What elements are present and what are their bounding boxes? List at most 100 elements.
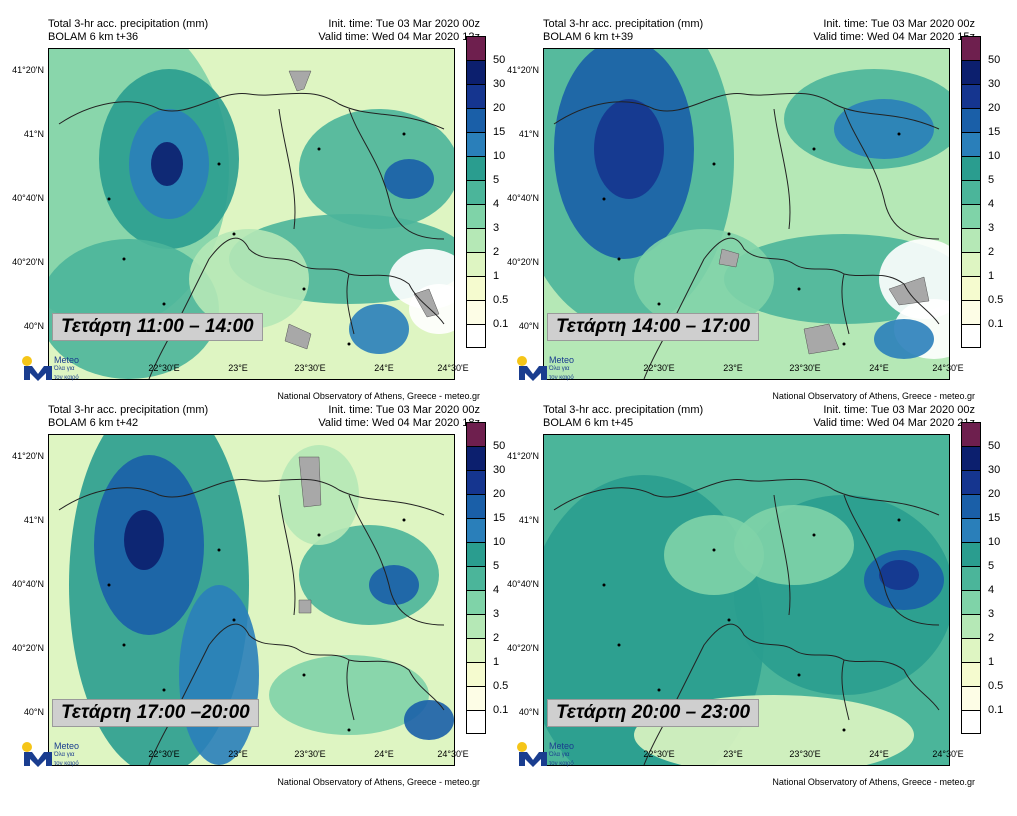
legend-label: 5 bbox=[988, 560, 995, 572]
legend-label: 15 bbox=[988, 512, 1001, 524]
legend-label: 0.1 bbox=[493, 704, 509, 716]
city-dot bbox=[617, 643, 621, 647]
city-dot bbox=[617, 257, 621, 261]
precip-area bbox=[404, 700, 454, 740]
legend-label: 1 bbox=[493, 270, 500, 282]
city-dot bbox=[602, 197, 606, 201]
panel-times: Init. time: Tue 03 Mar 2020 00z Valid tim… bbox=[318, 404, 480, 429]
meteo-logo: Meteo Όλα για τον καιρό bbox=[22, 742, 112, 772]
meteo-logo: Meteo Όλα για τον καιρό bbox=[517, 356, 607, 386]
panel-times: Init. time: Tue 03 Mar 2020 00z Valid tim… bbox=[318, 18, 480, 43]
lon-tick-label: 22°30'E bbox=[148, 363, 180, 373]
panel-times: Init. time: Tue 03 Mar 2020 00z Valid tim… bbox=[813, 18, 975, 43]
legend-label: 3 bbox=[493, 608, 500, 620]
legend-label: 15 bbox=[988, 126, 1001, 138]
city-dot bbox=[302, 673, 306, 677]
legend-swatch: 0.1 bbox=[961, 318, 1003, 348]
lon-tick-label: 24°E bbox=[374, 363, 394, 373]
city-dot bbox=[712, 162, 716, 166]
lat-tick-label: 40°N bbox=[518, 321, 539, 331]
lon-tick-label: 22°30'E bbox=[148, 749, 180, 759]
legend-swatch: 0.1 bbox=[466, 318, 508, 348]
logo-tagline: τον καιρό bbox=[549, 375, 574, 381]
legend-swatch: 15 bbox=[466, 512, 505, 542]
legend-swatch: 10 bbox=[961, 150, 1000, 180]
no-data-area bbox=[803, 323, 840, 355]
legend-label: 0.5 bbox=[493, 680, 509, 692]
city-dot bbox=[712, 548, 716, 552]
map-panel-1: Total 3-hr acc. precipitation (mm) BOLAM … bbox=[12, 18, 508, 413]
logo-tagline: Όλα για bbox=[54, 366, 75, 372]
meteo-logo-text: Meteo Όλα για τον καιρό bbox=[54, 742, 79, 769]
city-dot bbox=[217, 548, 221, 552]
precipitation-legend: 50 30 20 15 10 5 4 3 2 1 0.5 0.1 bbox=[466, 36, 508, 348]
legend-label: 0.5 bbox=[493, 294, 509, 306]
city-dot bbox=[842, 342, 846, 346]
legend-label: 30 bbox=[988, 78, 1001, 90]
lon-tick-label: 23°E bbox=[228, 363, 248, 373]
legend-label: 0.5 bbox=[988, 680, 1004, 692]
city-dot bbox=[842, 728, 846, 732]
legend-label: 3 bbox=[988, 608, 995, 620]
legend-swatch: 15 bbox=[466, 126, 505, 156]
legend-swatch: 20 bbox=[961, 488, 1000, 518]
lon-tick-label: 22°30'E bbox=[643, 363, 675, 373]
legend-swatch: 30 bbox=[466, 78, 505, 108]
city-dot bbox=[347, 342, 351, 346]
legend-label: 20 bbox=[988, 102, 1001, 114]
lat-tick-label: 40°20'N bbox=[12, 257, 44, 267]
precipitation-legend: 50 30 20 15 10 5 4 3 2 1 0.5 0.1 bbox=[961, 422, 1003, 734]
no-data-area bbox=[288, 70, 312, 92]
legend-label: 4 bbox=[988, 198, 995, 210]
logo-tagline: τον καιρό bbox=[549, 761, 574, 767]
no-data-area bbox=[413, 288, 440, 318]
precip-area bbox=[594, 99, 664, 199]
legend-label: 0.1 bbox=[493, 318, 509, 330]
legend-swatch bbox=[961, 36, 981, 60]
legend-label: 30 bbox=[493, 464, 506, 476]
legend-label: 50 bbox=[493, 54, 506, 66]
map-panel-3: Total 3-hr acc. precipitation (mm) BOLAM … bbox=[12, 404, 508, 799]
city-dot bbox=[402, 132, 406, 136]
precip-area bbox=[734, 505, 854, 585]
legend-label: 15 bbox=[493, 512, 506, 524]
panel-title: Total 3-hr acc. precipitation (mm) BOLAM … bbox=[543, 18, 704, 43]
legend-label: 3 bbox=[988, 222, 995, 234]
city-dot bbox=[232, 618, 236, 622]
legend-swatch: 4 bbox=[466, 584, 499, 614]
logo-tagline: τον καιρό bbox=[54, 761, 79, 767]
legend-swatch: 0.5 bbox=[466, 294, 508, 324]
legend-swatch: 30 bbox=[961, 464, 1000, 494]
lon-tick-label: 24°30'E bbox=[437, 749, 469, 759]
city-dot bbox=[107, 197, 111, 201]
city-dot bbox=[162, 688, 166, 692]
legend-label: 30 bbox=[493, 78, 506, 90]
lat-tick-label: 41°N bbox=[518, 129, 539, 139]
legend-swatch: 50 bbox=[961, 54, 1000, 84]
legend-label: 10 bbox=[493, 150, 506, 162]
legend-swatch: 30 bbox=[961, 78, 1000, 108]
legend-swatch: 0.1 bbox=[961, 704, 1003, 734]
panel-title: Total 3-hr acc. precipitation (mm) BOLAM … bbox=[48, 18, 209, 43]
legend-label: 2 bbox=[493, 246, 500, 258]
precipitation-legend: 50 30 20 15 10 5 4 3 2 1 0.5 0.1 bbox=[961, 36, 1003, 348]
lon-tick-label: 23°E bbox=[723, 749, 743, 759]
legend-swatch: 3 bbox=[961, 222, 994, 252]
panel-title: Total 3-hr acc. precipitation (mm) BOLAM … bbox=[48, 404, 209, 429]
legend-swatch: 3 bbox=[961, 608, 994, 638]
legend-label: 0.1 bbox=[988, 318, 1004, 330]
lat-tick-label: 40°20'N bbox=[12, 643, 44, 653]
city-dot bbox=[727, 618, 731, 622]
logo-tagline: Όλα για bbox=[549, 752, 570, 758]
city-dot bbox=[107, 583, 111, 587]
lat-tick-label: 40°N bbox=[23, 321, 44, 331]
lon-tick-label: 24°E bbox=[869, 749, 889, 759]
legend-swatch: 5 bbox=[961, 174, 994, 204]
legend-label: 5 bbox=[493, 174, 500, 186]
legend-label: 2 bbox=[493, 632, 500, 644]
meteo-m-icon bbox=[517, 742, 547, 767]
lon-tick-label: 22°30'E bbox=[643, 749, 675, 759]
legend-swatch: 0.5 bbox=[961, 294, 1003, 324]
legend-swatch: 0.5 bbox=[961, 680, 1003, 710]
city-dot bbox=[402, 518, 406, 522]
